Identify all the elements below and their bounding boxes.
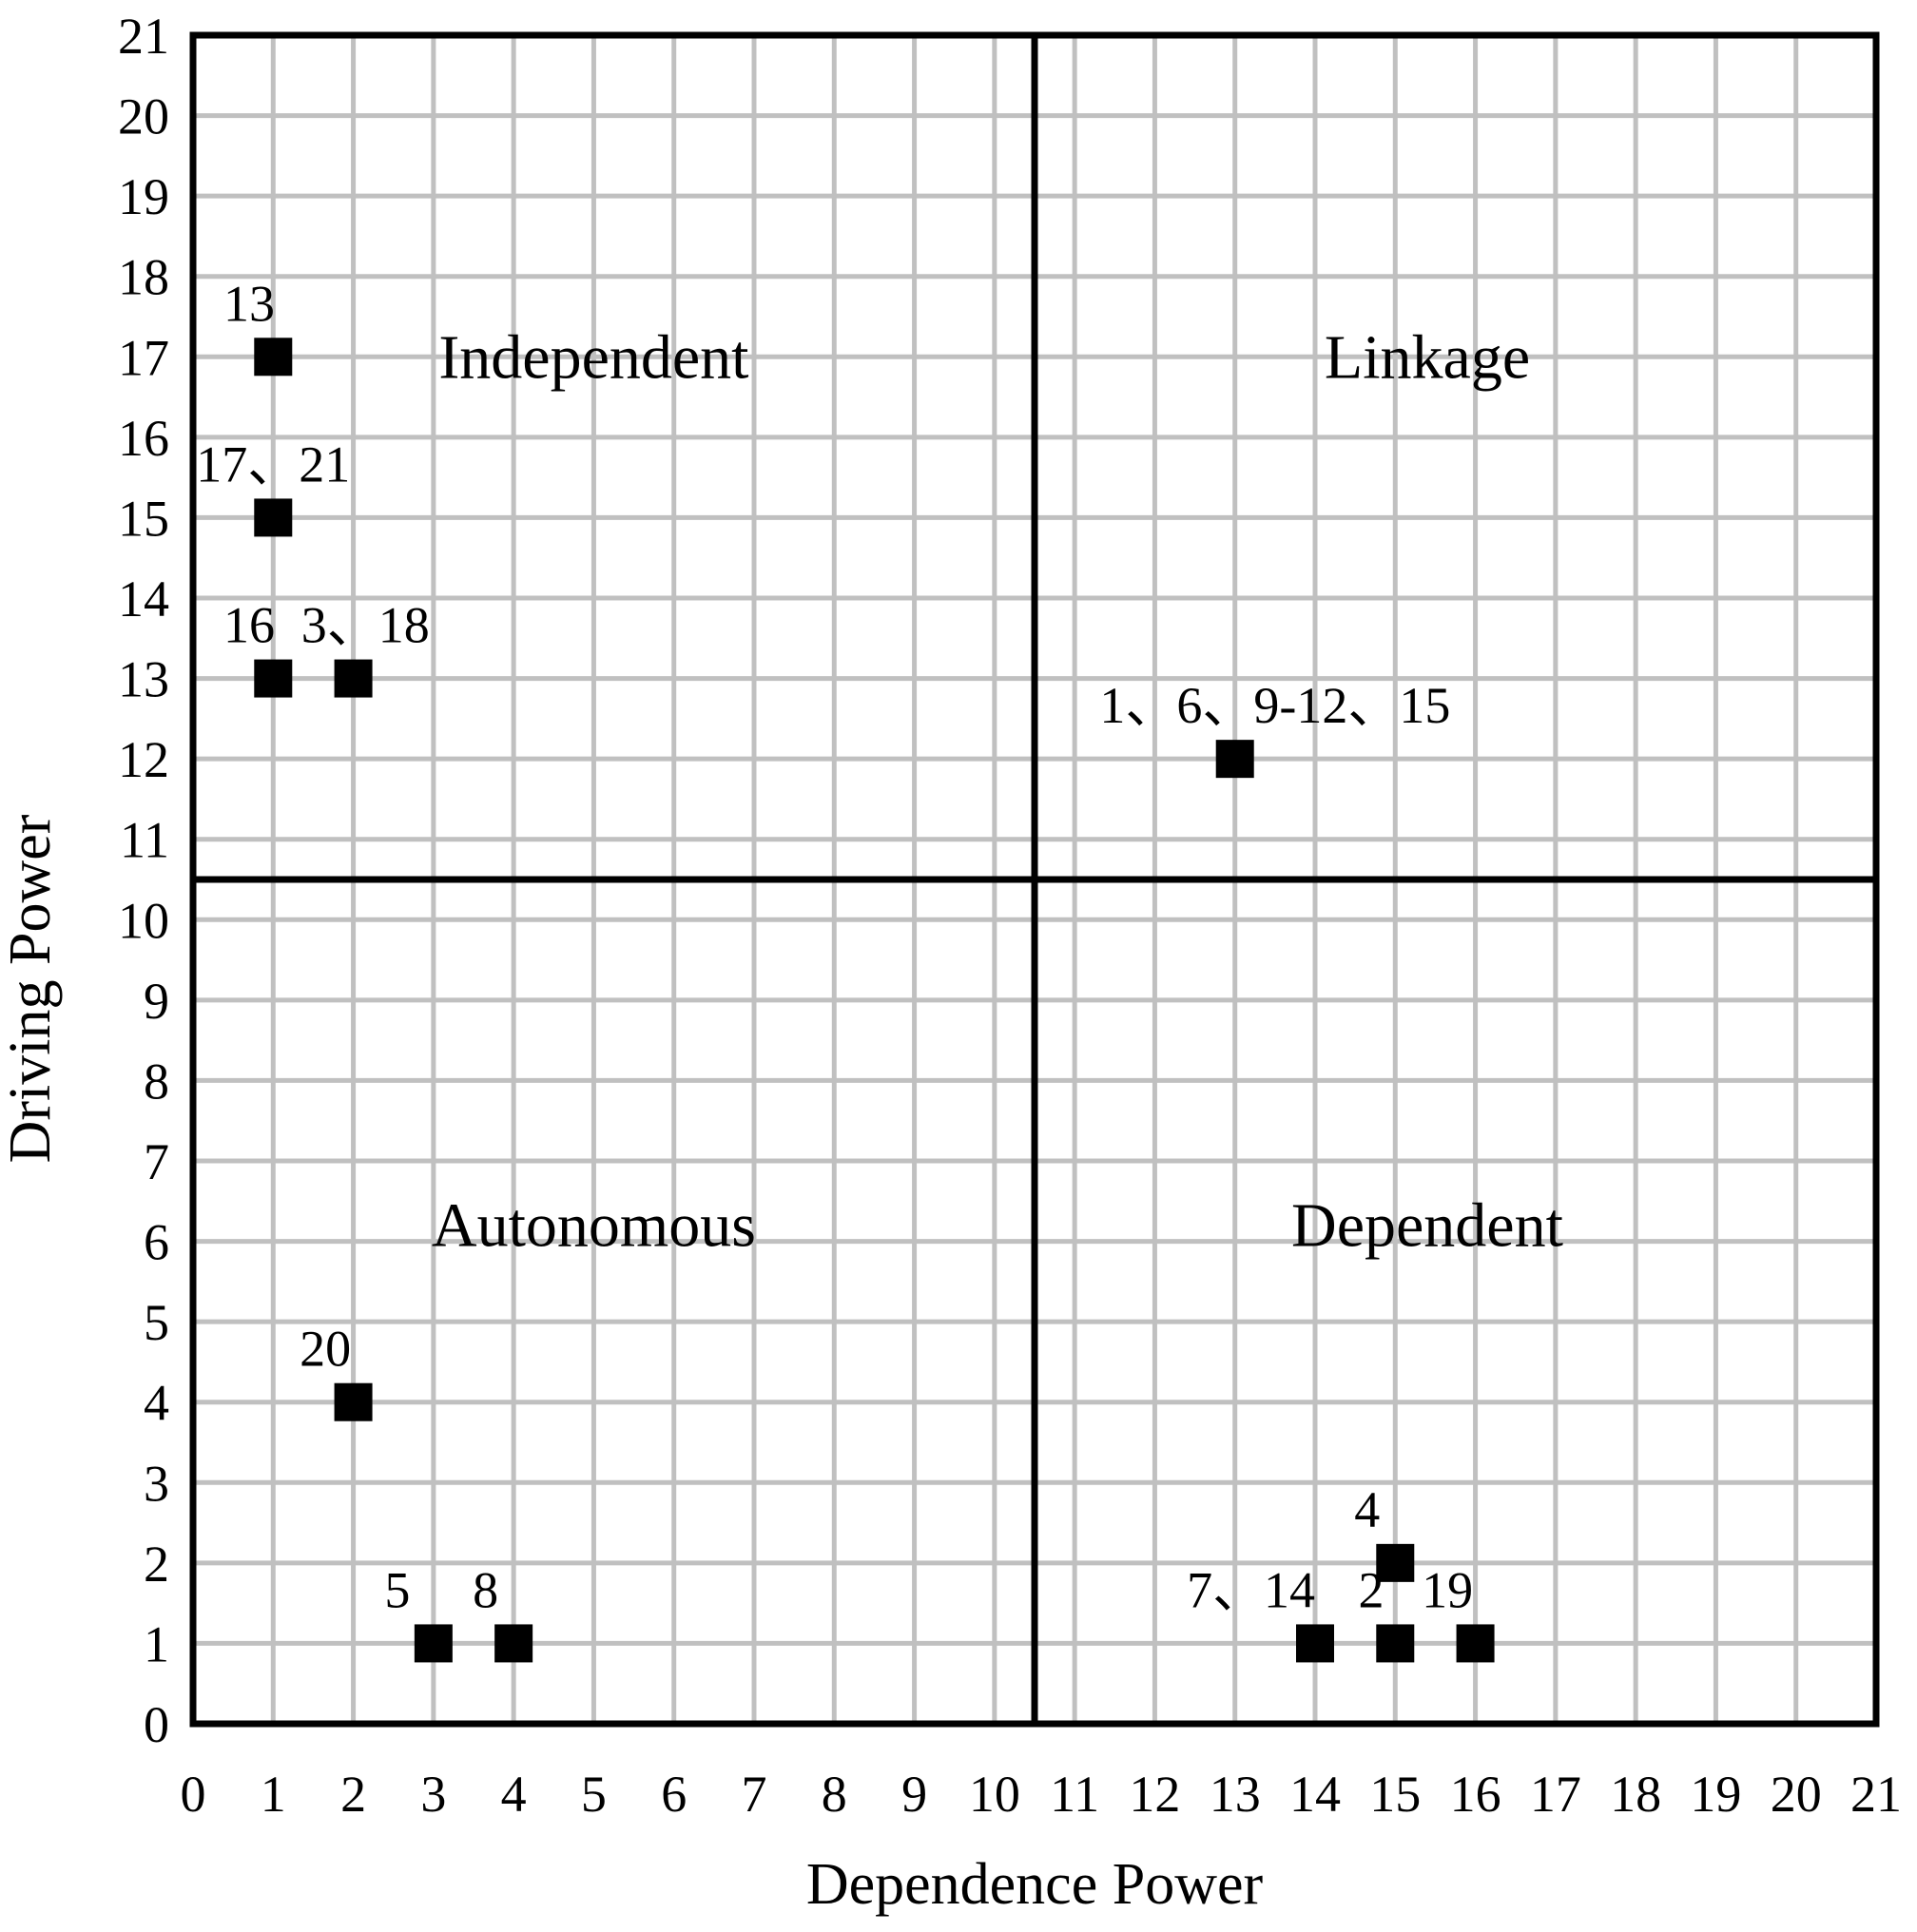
x-tick-label: 16 xyxy=(1450,1766,1501,1823)
y-tick-label: 8 xyxy=(144,1053,169,1110)
x-tick-label: 2 xyxy=(340,1766,366,1823)
data-point-marker xyxy=(1376,1624,1415,1663)
data-point-label: 7、14 xyxy=(1187,1561,1315,1618)
x-tick-label: 6 xyxy=(661,1766,687,1823)
x-tick-label: 19 xyxy=(1690,1766,1741,1823)
x-tick-label: 4 xyxy=(501,1766,527,1823)
tick-label-layer: 0 1 2 3 4 5 6 7 8 9 10 11 12 13 14 15 16 17 18 19 20 21012345… xyxy=(118,8,1902,1823)
data-point-label: 13 xyxy=(223,275,275,332)
data-point-marker xyxy=(334,659,373,698)
data-point-label: 3、18 xyxy=(301,597,430,654)
x-tick-label: 1 xyxy=(261,1766,286,1823)
x-tick-label: 9 xyxy=(901,1766,927,1823)
quadrant-label: Dependent xyxy=(1291,1191,1563,1261)
y-tick-label: 0 xyxy=(144,1696,169,1753)
y-tick-label: 20 xyxy=(118,88,169,145)
x-tick-label: 11 xyxy=(1050,1766,1099,1823)
x-tick-label: 8 xyxy=(822,1766,847,1823)
data-point-label: 1、6、9-12、15 xyxy=(1099,677,1450,734)
data-point-marker xyxy=(1456,1624,1495,1663)
data-point-marker xyxy=(1376,1543,1415,1582)
data-point-label: 4 xyxy=(1354,1481,1380,1538)
x-tick-label: 17 xyxy=(1530,1766,1581,1823)
x-tick-label: 20 xyxy=(1771,1766,1822,1823)
data-point-marker xyxy=(254,498,293,537)
axis-layer xyxy=(189,31,1880,1728)
x-tick-label: 5 xyxy=(581,1766,607,1823)
y-tick-label: 2 xyxy=(144,1536,169,1593)
y-tick-label: 14 xyxy=(118,570,169,628)
data-point-label: 8 xyxy=(473,1561,498,1618)
y-tick-label: 19 xyxy=(118,168,169,225)
y-tick-label: 1 xyxy=(144,1615,169,1672)
y-tick-label: 3 xyxy=(144,1455,169,1512)
quadrant-label: Autonomous xyxy=(432,1191,756,1261)
x-axis-title: Dependence Power xyxy=(806,1852,1264,1917)
x-tick-label: 21 xyxy=(1850,1766,1902,1823)
x-tick-label: 14 xyxy=(1289,1766,1341,1823)
quadrant-label-layer: Independent Linkage Autonomous Dependent xyxy=(432,322,1563,1260)
data-point-label: 5 xyxy=(384,1561,410,1618)
data-point-label: 16 xyxy=(223,597,275,654)
y-axis-title: Driving Power xyxy=(0,814,63,1163)
y-tick-label: 10 xyxy=(118,892,169,949)
data-point-marker xyxy=(254,338,293,377)
quadrant-label: Independent xyxy=(438,322,748,392)
data-point-marker xyxy=(254,659,293,698)
x-tick-label: 3 xyxy=(420,1766,446,1823)
data-point-label: 20 xyxy=(300,1321,351,1378)
y-tick-label: 11 xyxy=(120,812,169,869)
y-tick-label: 5 xyxy=(144,1294,169,1351)
y-tick-label: 18 xyxy=(118,249,169,306)
x-tick-label: 7 xyxy=(742,1766,767,1823)
x-tick-label: 15 xyxy=(1369,1766,1421,1823)
y-tick-label: 17 xyxy=(118,329,169,386)
data-point-label: 19 xyxy=(1422,1561,1473,1618)
x-tick-label: 13 xyxy=(1210,1766,1261,1823)
y-tick-label: 9 xyxy=(144,973,169,1030)
x-tick-label: 0 xyxy=(181,1766,206,1823)
quadrant-label: Linkage xyxy=(1325,322,1530,392)
x-tick-label: 12 xyxy=(1129,1766,1180,1823)
x-tick-label: 10 xyxy=(969,1766,1020,1823)
data-point-label: 17、21 xyxy=(196,435,350,493)
x-tick-label: 18 xyxy=(1610,1766,1661,1823)
data-point-marker xyxy=(494,1624,533,1663)
data-point-marker xyxy=(1215,740,1254,779)
data-point-marker xyxy=(334,1382,373,1421)
y-tick-label: 21 xyxy=(118,8,169,65)
y-tick-label: 12 xyxy=(118,731,169,788)
y-tick-label: 4 xyxy=(144,1375,169,1432)
y-tick-label: 7 xyxy=(144,1133,169,1190)
y-tick-label: 15 xyxy=(118,490,169,547)
y-tick-label: 16 xyxy=(118,410,169,467)
y-tick-label: 13 xyxy=(118,651,169,708)
data-point-marker xyxy=(414,1624,453,1663)
data-point-marker xyxy=(1296,1624,1334,1663)
y-tick-label: 6 xyxy=(144,1214,169,1271)
